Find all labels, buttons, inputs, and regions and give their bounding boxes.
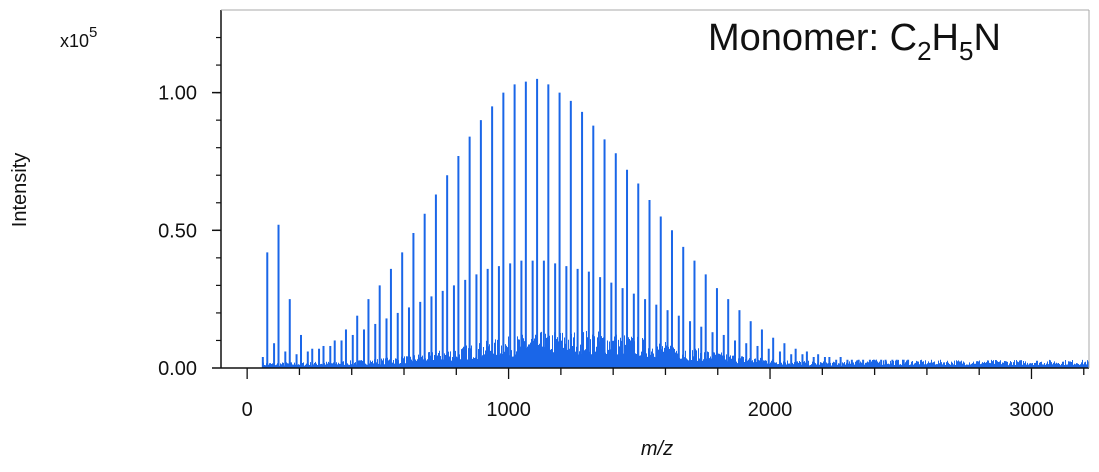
y-axis-title: Intensity (9, 153, 31, 227)
y-ticks: 0.00 0.50 1.00 (158, 36, 221, 380)
y-tick-label: 0.00 (158, 358, 197, 380)
y-tick-label: 1.00 (158, 83, 197, 105)
x-tick-label: 0 (242, 399, 253, 421)
spectrum-peaks (261, 78, 910, 368)
monomer-annotation: Monomer: C2H5N (708, 17, 1001, 66)
x-axis-title: m/z (641, 438, 673, 460)
x-tick-label: 2000 (748, 399, 793, 421)
x-ticks: 0 1000 2000 3000 (242, 368, 1085, 421)
x-tick-label: 1000 (486, 399, 531, 421)
x-tick-label: 3000 (1009, 399, 1054, 421)
y-tick-label: 0.50 (158, 220, 197, 242)
y-multiplier: x105 (60, 24, 97, 51)
